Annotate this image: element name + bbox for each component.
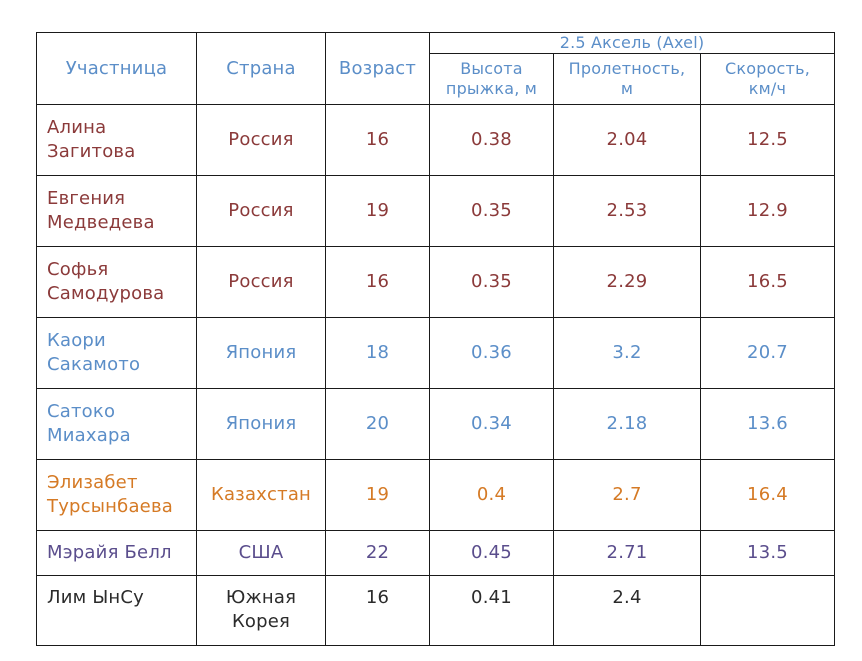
jump-height-value: 0.35 [429, 175, 554, 247]
header-distance: Пролетность, м [553, 53, 701, 105]
table-row: Софья Самодурова Россия 16 0.35 2.29 16.5 [36, 246, 835, 318]
table-row: Элизабет Турсынбаева Казахстан 19 0.4 2.7 16.4 [36, 459, 835, 531]
table-row: Сатоко Миахара Япония 20 0.34 2.18 13.6 [36, 388, 835, 460]
participant-name: Евгения Медведева [36, 175, 197, 247]
speed-value: 12.5 [700, 104, 835, 176]
jump-height-value: 0.35 [429, 246, 554, 318]
age-value: 19 [325, 459, 430, 531]
participant-name: Алина Загитова [36, 104, 197, 176]
country-name: Россия [196, 104, 326, 176]
age-value: 16 [325, 104, 430, 176]
table-row: Алина Загитова Россия 16 0.38 2.04 12.5 [36, 104, 835, 176]
jump-height-value: 0.36 [429, 317, 554, 389]
distance-value: 2.53 [553, 175, 701, 247]
jump-height-value: 0.34 [429, 388, 554, 460]
country-name: Южная Корея [196, 575, 326, 646]
distance-value: 2.71 [553, 530, 701, 576]
participant-name: Мэрайя Белл [36, 530, 197, 576]
header-axel-group: 2.5 Аксель (Axel) [429, 32, 835, 54]
speed-value: 12.9 [700, 175, 835, 247]
age-value: 16 [325, 575, 430, 646]
speed-value: 13.5 [700, 530, 835, 576]
distance-value: 2.4 [553, 575, 701, 646]
jump-height-value: 0.41 [429, 575, 554, 646]
speed-value: 13.6 [700, 388, 835, 460]
country-name: Япония [196, 317, 326, 389]
distance-value: 2.7 [553, 459, 701, 531]
country-name: США [196, 530, 326, 576]
age-value: 16 [325, 246, 430, 318]
age-value: 19 [325, 175, 430, 247]
jump-height-value: 0.45 [429, 530, 554, 576]
country-name: Россия [196, 175, 326, 247]
participant-name: Каори Сакамото [36, 317, 197, 389]
table-row: Евгения Медведева Россия 19 0.35 2.53 12.9 [36, 175, 835, 247]
table-row: Лим ЫнСу Южная Корея 16 0.41 2.4 [36, 575, 835, 646]
distance-value: 2.18 [553, 388, 701, 460]
distance-value: 3.2 [553, 317, 701, 389]
country-name: Япония [196, 388, 326, 460]
header-speed: Скорость, км/ч [700, 53, 835, 105]
speed-value [700, 575, 835, 646]
speed-value: 16.5 [700, 246, 835, 318]
table-row: Каори Сакамото Япония 18 0.36 3.2 20.7 [36, 317, 835, 389]
country-name: Россия [196, 246, 326, 318]
age-value: 20 [325, 388, 430, 460]
participant-name: Лим ЫнСу [36, 575, 197, 646]
participant-name: Элизабет Турсынбаева [36, 459, 197, 531]
skater-table: Участница Страна Возраст 2.5 Аксель (Axe… [36, 32, 835, 646]
participant-name: Сатоко Миахара [36, 388, 197, 460]
distance-value: 2.29 [553, 246, 701, 318]
participant-name: Софья Самодурова [36, 246, 197, 318]
jump-height-value: 0.38 [429, 104, 554, 176]
age-value: 18 [325, 317, 430, 389]
country-name: Казахстан [196, 459, 326, 531]
jump-height-value: 0.4 [429, 459, 554, 531]
header-participant: Участница [36, 32, 197, 105]
header-age: Возраст [325, 32, 430, 105]
speed-value: 16.4 [700, 459, 835, 531]
speed-value: 20.7 [700, 317, 835, 389]
header-jump-height: Высота прыжка, м [429, 53, 554, 105]
age-value: 22 [325, 530, 430, 576]
header-country: Страна [196, 32, 326, 105]
table-row: Мэрайя Белл США 22 0.45 2.71 13.5 [36, 530, 835, 576]
distance-value: 2.04 [553, 104, 701, 176]
